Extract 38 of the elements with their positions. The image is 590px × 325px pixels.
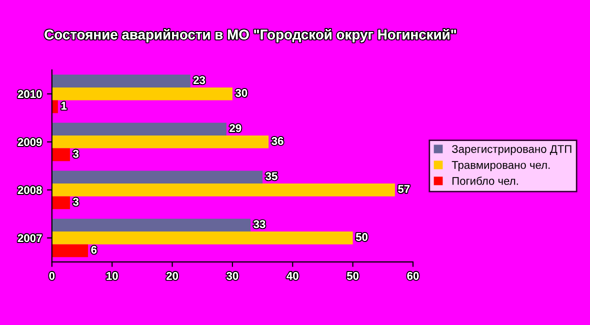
y-tick-label: 2009 (18, 138, 42, 146)
y-tick-label: 2008 (18, 186, 42, 194)
data-label: 50 (356, 233, 368, 241)
bar (52, 122, 226, 136)
y-tick-label: 2007 (18, 234, 42, 242)
bar (52, 218, 251, 232)
bar (52, 184, 395, 196)
bar (52, 74, 190, 88)
x-tick-label: 50 (346, 272, 359, 280)
chart-title: Состояние аварийности в МО "Городской округ Ногинский" (44, 28, 456, 42)
x-tick-label: 30 (226, 272, 238, 280)
data-label: 30 (235, 89, 248, 97)
legend-label: Зарегистрировано ДТП (452, 145, 572, 156)
data-label: 1 (61, 102, 67, 110)
data-label: 35 (266, 172, 278, 180)
x-tick-label: 10 (106, 272, 118, 280)
data-label: 3 (73, 150, 79, 158)
y-tick-label: 2010 (18, 90, 42, 98)
bar (52, 136, 269, 148)
data-label: 6 (91, 246, 97, 254)
bar (52, 244, 88, 258)
data-label: 33 (254, 220, 266, 228)
legend-label: Травмировано чел. (452, 161, 550, 172)
data-label: 3 (73, 198, 79, 206)
bar (52, 196, 70, 210)
x-tick-label: 20 (166, 272, 178, 280)
bar (52, 87, 232, 100)
x-tick-label: 60 (407, 272, 419, 280)
bar (52, 232, 353, 244)
x-tick-label: 40 (286, 272, 298, 280)
x-tick-label: 0 (49, 272, 55, 280)
bar (52, 148, 70, 162)
bar (52, 170, 263, 184)
data-label: 29 (230, 124, 242, 132)
data-label: 57 (398, 185, 410, 193)
data-label: 36 (272, 137, 284, 145)
data-label: 23 (193, 76, 206, 84)
legend-label: Погибло чел. (452, 176, 518, 185)
